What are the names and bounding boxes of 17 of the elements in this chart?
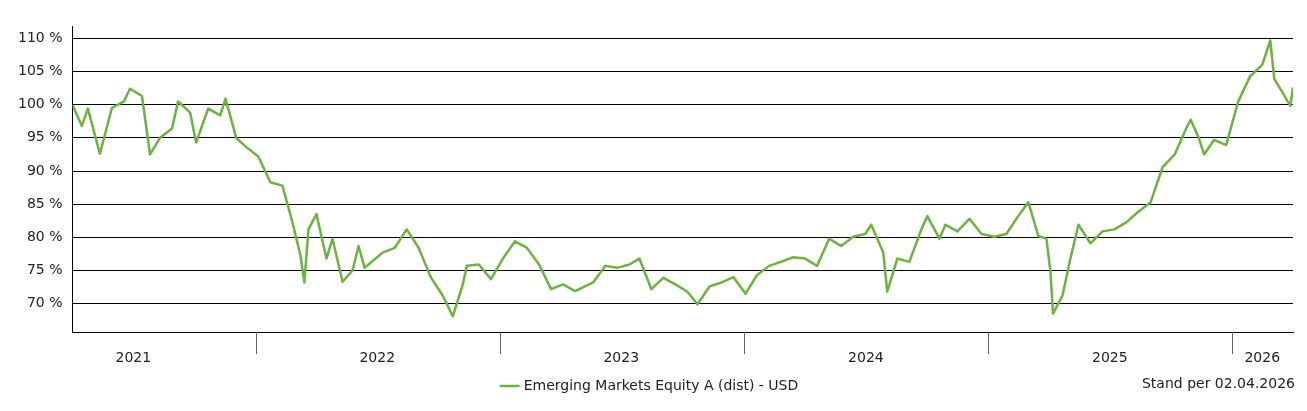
legend-label: Emerging Markets Equity A (dist) - USD — [523, 376, 799, 393]
y-tick-label: 110 % — [17, 28, 63, 45]
y-tick-label: 85 % — [26, 194, 63, 211]
y-tick-label: 95 % — [26, 128, 63, 145]
y-tick-label: 70 % — [26, 294, 63, 311]
y-tick-label: 90 % — [26, 161, 63, 178]
x-tick-label: 2024 — [848, 349, 884, 366]
y-tick-label: 100 % — [17, 95, 63, 112]
x-tick-label: 2026 — [1244, 349, 1281, 366]
y-tick-label: 105 % — [17, 62, 63, 79]
x-tick-label: 2021 — [115, 349, 152, 366]
y-tick-label: 80 % — [26, 227, 63, 244]
y-tick-label: 75 % — [26, 261, 63, 278]
x-tick-label: 2022 — [359, 349, 396, 366]
x-tick-label: 2025 — [1092, 349, 1128, 366]
text: Stand per 02.04.2026 — [1141, 374, 1296, 391]
x-tick-label: 2023 — [603, 349, 640, 366]
